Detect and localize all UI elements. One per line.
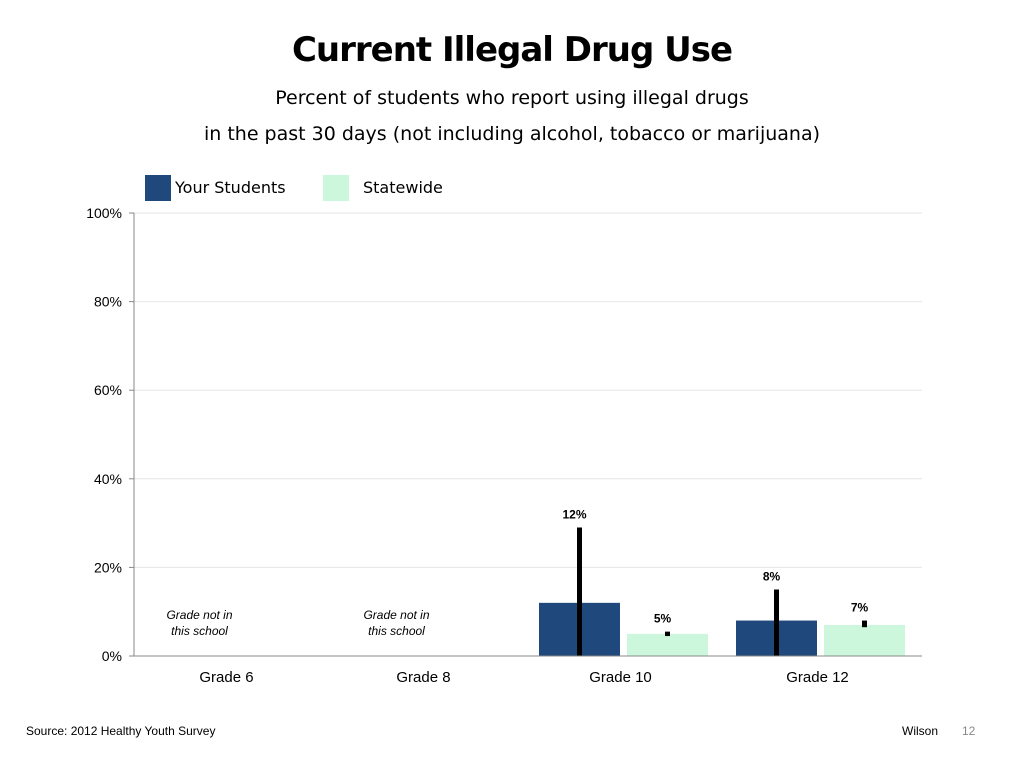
legend-swatch-statewide: [323, 175, 349, 201]
legend-label-statewide: Statewide: [363, 178, 443, 197]
legend-label-your-students: Your Students: [175, 178, 286, 197]
category-note: this school: [171, 624, 228, 638]
data-label: 5%: [654, 612, 672, 626]
legend-swatch-your-students: [145, 175, 171, 201]
bar-statewide: [824, 624, 905, 656]
x-tick-label: Grade 10: [589, 669, 652, 686]
bar-chart: 0% 20% 40% 60% 80% 100% Grade 6 Grade not in thi…: [86, 205, 922, 686]
x-tick-label: Grade 8: [396, 669, 450, 686]
subtitle-line-2: in the past 30 days (not including alcoh…: [203, 123, 821, 145]
footer-page-number: 12: [962, 724, 976, 738]
x-tick-label: Grade 6: [199, 669, 253, 686]
data-label: 8%: [763, 570, 781, 584]
y-tick-label: 100%: [86, 205, 122, 221]
y-tick-label: 40%: [94, 471, 122, 487]
subtitle-line-1: Percent of students who report using ill…: [275, 87, 749, 109]
data-label: 12%: [562, 508, 586, 522]
category-note: Grade not in: [363, 608, 429, 622]
y-tick-label: 60%: [94, 382, 122, 398]
x-tick-label: Grade 12: [786, 669, 849, 686]
y-tick-label: 20%: [94, 559, 122, 575]
bar-statewide: [627, 633, 708, 656]
footer-source: Source: 2012 Healthy Youth Survey: [26, 724, 216, 738]
category-note: Grade not in: [166, 608, 232, 622]
slide-title: Current Illegal Drug Use: [291, 30, 733, 70]
footer-author: Wilson: [902, 724, 939, 738]
data-label: 7%: [851, 601, 869, 615]
y-tick-label: 0%: [102, 648, 122, 664]
y-tick-label: 80%: [94, 294, 122, 310]
category-note: this school: [368, 624, 425, 638]
